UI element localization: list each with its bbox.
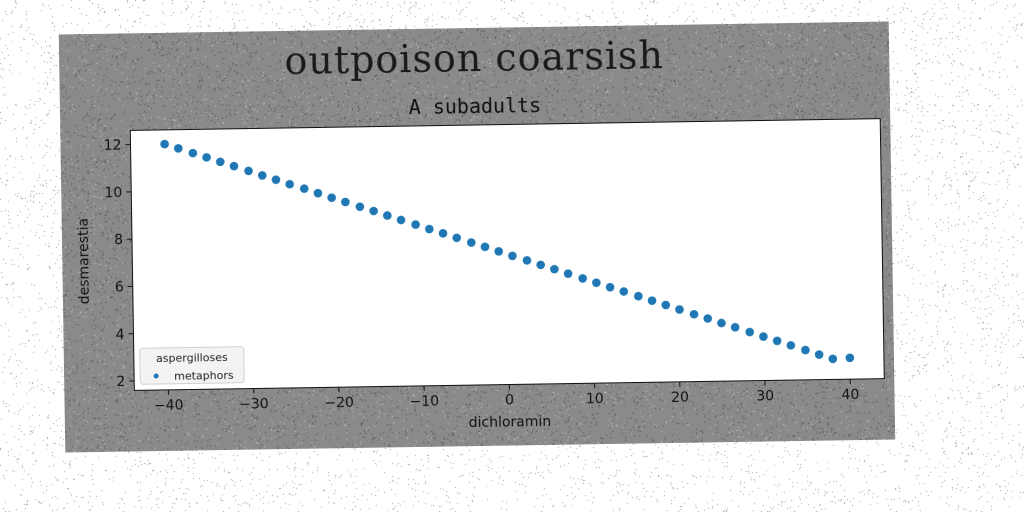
data-point [480, 242, 490, 252]
data-point [327, 193, 336, 203]
data-point [550, 264, 559, 274]
data-point [285, 179, 294, 189]
x-tick-label: 40 [841, 387, 859, 403]
data-point [411, 220, 420, 229]
data-point [438, 229, 448, 238]
x-tick-label: −20 [324, 395, 354, 411]
x-tick-label: −40 [154, 398, 184, 414]
data-point [689, 309, 699, 319]
x-tick-label: 10 [586, 391, 604, 407]
data-point [786, 341, 796, 350]
data-point [383, 211, 392, 220]
data-point [592, 278, 601, 287]
x-axis-label: dichloramin [469, 414, 552, 431]
data-point [703, 314, 713, 323]
data-point [717, 318, 726, 328]
data-point [202, 153, 211, 162]
data-point [522, 256, 532, 265]
data-point [299, 184, 309, 193]
legend-label: metaphors [174, 369, 234, 383]
data-point [257, 171, 267, 180]
data-point [772, 336, 782, 346]
data-point [661, 300, 671, 310]
legend-marker [153, 373, 159, 379]
x-tick-label: 30 [756, 388, 774, 404]
data-point [160, 139, 169, 149]
data-point [313, 188, 323, 198]
legend-title: aspergilloses [156, 351, 228, 365]
chart-figure: outpoison coarsish A subadults −40 −30 −20… [58, 21, 896, 453]
data-point [215, 157, 225, 167]
data-point [563, 269, 573, 278]
data-point [341, 197, 350, 207]
data-point [355, 202, 365, 212]
x-tick-label: 20 [671, 390, 689, 406]
data-point [369, 206, 378, 216]
data-point [244, 166, 253, 176]
data-point [828, 354, 838, 364]
data-point [188, 148, 198, 158]
data-point [814, 350, 824, 359]
x-tick-label: −10 [409, 394, 439, 410]
data-point [425, 224, 434, 234]
data-point [173, 144, 183, 153]
legend-box [139, 346, 245, 385]
y-tick-label: 10 [104, 185, 122, 201]
data-point [396, 215, 406, 225]
data-point [801, 345, 810, 355]
data-point [508, 251, 517, 261]
data-point [647, 296, 657, 306]
y-tick-label: 2 [116, 374, 125, 390]
data-point [619, 287, 629, 296]
data-point [494, 247, 504, 256]
data-point [675, 305, 684, 314]
y-axis-label: desmarestia [76, 218, 93, 305]
y-tick-label: 4 [115, 327, 124, 343]
data-point [605, 282, 615, 292]
data-point [745, 327, 755, 337]
y-tick-label: 12 [104, 138, 122, 154]
data-point [759, 332, 768, 341]
data-point [536, 260, 545, 270]
data-point [452, 233, 462, 243]
data-point [271, 175, 281, 184]
data-point [466, 238, 476, 247]
data-point [229, 161, 239, 171]
y-tick-label: 6 [115, 280, 124, 296]
y-tick-label: 8 [114, 232, 123, 248]
data-point [634, 291, 643, 301]
data-point [845, 353, 855, 363]
x-tick-label: −30 [239, 396, 269, 412]
data-point [578, 274, 587, 283]
chart-svg: −40 −30 −20 −10 0 10 20 30 40 2 4 6 8 10 12 dichloramin… [76, 118, 885, 431]
x-tick-label: 0 [505, 392, 514, 408]
data-point [730, 323, 740, 332]
